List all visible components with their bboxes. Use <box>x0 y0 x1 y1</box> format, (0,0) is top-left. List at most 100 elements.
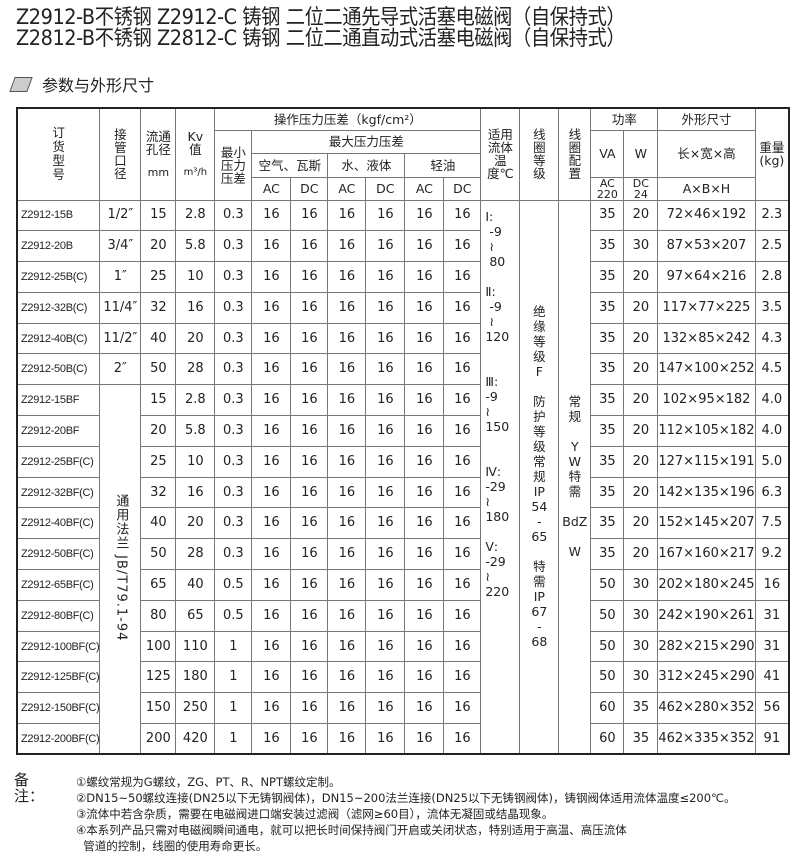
cell-weight: 4.3 <box>754 322 790 355</box>
note-item: ③流体中若含杂质，需要在电磁阀进口端安装过滤阀（滤网≥60目），流体无凝固或结晶… <box>76 807 554 821</box>
cell-oil-ac: 16 <box>404 415 445 447</box>
cell-air-dc: 16 <box>290 230 329 263</box>
table-row: Z2912-80BF(C) 80 65 0.5 16 16 16 16 16 16 50 30 242×… <box>16 599 790 632</box>
cell-va: 35 <box>590 476 625 509</box>
cell-dimensions: 167×160×217 <box>657 538 756 571</box>
cell-oil-ac: 16 <box>404 291 445 324</box>
header-dc: DC <box>365 176 406 201</box>
cell-va: 35 <box>590 507 625 540</box>
cell-weight: 56 <box>754 692 790 725</box>
cell-model: Z2912-25B(C) <box>16 261 101 293</box>
cell-w: 30 <box>623 661 659 694</box>
table-row: Z2912-40B(C) 11/2″ 40 20 0.3 16 16 16 16 16 16 35 20… <box>16 322 790 355</box>
cell-oil-ac: 16 <box>404 569 445 601</box>
table-row: Z2912-40BF(C) 40 20 0.3 16 16 16 16 16 16 35 20 152×… <box>16 507 790 540</box>
cell-air-dc: 16 <box>290 569 329 601</box>
cell-oil-ac: 16 <box>404 538 445 571</box>
cell-oil-dc: 16 <box>443 445 482 478</box>
cell-dimensions: 312×245×290 <box>657 661 756 694</box>
cell-kv: 5.8 <box>175 415 216 447</box>
spec-table: 订货型号 接管口径 流通孔径 mm Kv值 m³/h 操作压力压差（kgf/cm²）… <box>16 107 791 756</box>
cell-kv: 16 <box>175 476 216 509</box>
cell-port: 3/4″ <box>99 230 142 263</box>
cell-dimensions: 72×46×192 <box>657 199 756 232</box>
header-min-pressure: 最小压力压差 <box>214 129 253 201</box>
cell-va: 35 <box>590 199 625 232</box>
header-dc: DC <box>290 176 329 201</box>
cell-w: 20 <box>623 322 659 355</box>
header-grade: 线圈等级 <box>519 107 560 201</box>
cell-w: 35 <box>623 723 659 755</box>
cell-water-dc: 16 <box>365 599 406 632</box>
cell-model: Z2912-200BF(C) <box>16 723 101 755</box>
cell-min-pressure: 0.3 <box>214 199 253 232</box>
cell-oil-ac: 16 <box>404 322 445 355</box>
header-ac: AC <box>327 176 367 201</box>
cell-weight: 91 <box>754 723 790 755</box>
cell-weight: 31 <box>754 630 790 663</box>
cell-bore: 80 <box>140 599 177 632</box>
cell-weight: 2.3 <box>754 199 790 232</box>
cell-air-dc: 16 <box>290 199 329 232</box>
cell-min-pressure: 0.3 <box>214 538 253 571</box>
table-row: Z2912-125BF(C) 125 180 1 16 16 16 16 16 16 50 30 312… <box>16 661 790 694</box>
note-item: 管道的控制，线圈的使用寿命更长。 <box>76 839 268 853</box>
cell-kv: 40 <box>175 569 216 601</box>
header-dims-abh: A×B×H <box>657 176 756 201</box>
cell-bore: 32 <box>140 291 177 324</box>
note-item: ②DN15~50螺纹连接(DN25以下无铸钢阀体)，DN15~200法兰连接(D… <box>76 791 736 805</box>
cell-oil-dc: 16 <box>443 230 482 263</box>
table-row: Z2912-20B 3/4″ 20 5.8 0.3 16 16 16 16 16 16 35 30 87×… <box>16 230 790 263</box>
note-item: ④本系列产品只需对电磁阀瞬间通电，就可以把长时间保持阀门开启或关闭状态，特别适用… <box>76 823 627 837</box>
cell-oil-ac: 16 <box>404 445 445 478</box>
cell-oil-dc: 16 <box>443 384 482 417</box>
cell-kv: 2.8 <box>175 199 216 232</box>
cell-water-dc: 16 <box>365 538 406 571</box>
cell-va: 50 <box>590 569 625 601</box>
cell-va: 35 <box>590 353 625 386</box>
cell-air-ac: 16 <box>251 476 292 509</box>
cell-dimensions: 97×64×216 <box>657 261 756 293</box>
header-ac220: AC 220 <box>590 176 625 201</box>
cell-model: Z2912-40B(C) <box>16 322 101 355</box>
cell-oil-dc: 16 <box>443 630 482 663</box>
cell-min-pressure: 0.3 <box>214 507 253 540</box>
cell-dimensions: 132×85×242 <box>657 322 756 355</box>
cell-coil-config: 常 规 Y W 特 需 BdZ W <box>558 199 592 755</box>
cell-air-dc: 16 <box>290 599 329 632</box>
header-oil: 轻油 <box>404 152 482 178</box>
header-ac: AC <box>404 176 445 201</box>
table-row: Z2912-20BF 20 5.8 0.3 16 16 16 16 16 16 35 20 112×10… <box>16 415 790 447</box>
cell-oil-ac: 16 <box>404 230 445 263</box>
cell-weight: 5.0 <box>754 445 790 478</box>
cell-kv: 16 <box>175 291 216 324</box>
table-row: Z2912-200BF(C) 200 420 1 16 16 16 16 16 16 60 35 462… <box>16 723 790 755</box>
cell-dimensions: 462×280×352 <box>657 692 756 725</box>
cell-air-dc: 16 <box>290 723 329 755</box>
header-max-pressure: 最大压力压差 <box>251 129 482 154</box>
cell-water-ac: 16 <box>327 476 367 509</box>
cell-dimensions: 202×180×245 <box>657 569 756 601</box>
cell-oil-ac: 16 <box>404 384 445 417</box>
cell-temperature: Ⅰ: -9 ≀ 80 Ⅱ: -9 ≀ 120 Ⅲ: -9 ≀ 150 Ⅳ: -2… <box>480 199 521 755</box>
cell-min-pressure: 1 <box>214 723 253 755</box>
cell-air-ac: 16 <box>251 322 292 355</box>
cell-weight: 4.5 <box>754 353 790 386</box>
cell-water-dc: 16 <box>365 630 406 663</box>
cell-model: Z2912-25BF(C) <box>16 445 101 478</box>
cell-oil-ac: 16 <box>404 599 445 632</box>
cell-w: 35 <box>623 692 659 725</box>
cell-model: Z2912-32BF(C) <box>16 476 101 509</box>
cell-dimensions: 102×95×182 <box>657 384 756 417</box>
header-va: VA <box>590 129 625 178</box>
cell-air-ac: 16 <box>251 723 292 755</box>
cell-kv: 180 <box>175 661 216 694</box>
cell-va: 35 <box>590 261 625 293</box>
cell-bore: 50 <box>140 353 177 386</box>
cell-air-dc: 16 <box>290 507 329 540</box>
cell-dimensions: 87×53×207 <box>657 230 756 263</box>
cell-port: 2″ <box>99 353 142 386</box>
cell-w: 20 <box>623 384 659 417</box>
table-row: Z2912-25B(C) 1″ 25 10 0.3 16 16 16 16 16 16 35 20 97×… <box>16 261 790 293</box>
cell-va: 50 <box>590 661 625 694</box>
